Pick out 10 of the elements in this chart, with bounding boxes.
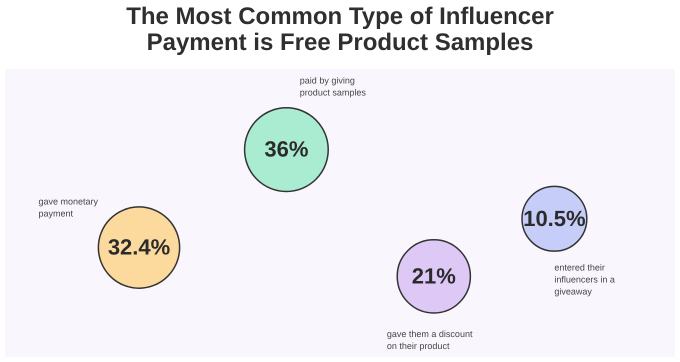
text: The Most Common Type of Influencer	[126, 3, 554, 30]
data-label: 10.5%	[523, 206, 586, 231]
data-label: 32.4%	[108, 234, 170, 260]
text: Payment is Free Product Samples	[146, 29, 534, 56]
category-label: gave them a discount on their product	[386, 328, 473, 351]
category-label: entered their influencers in a giveaway	[554, 262, 615, 297]
category-label: gave monetary payment	[38, 196, 99, 218]
category-label: paid by giving product samples	[300, 76, 366, 98]
data-label: 36%	[264, 136, 308, 162]
data-label: 21%	[412, 263, 456, 288]
